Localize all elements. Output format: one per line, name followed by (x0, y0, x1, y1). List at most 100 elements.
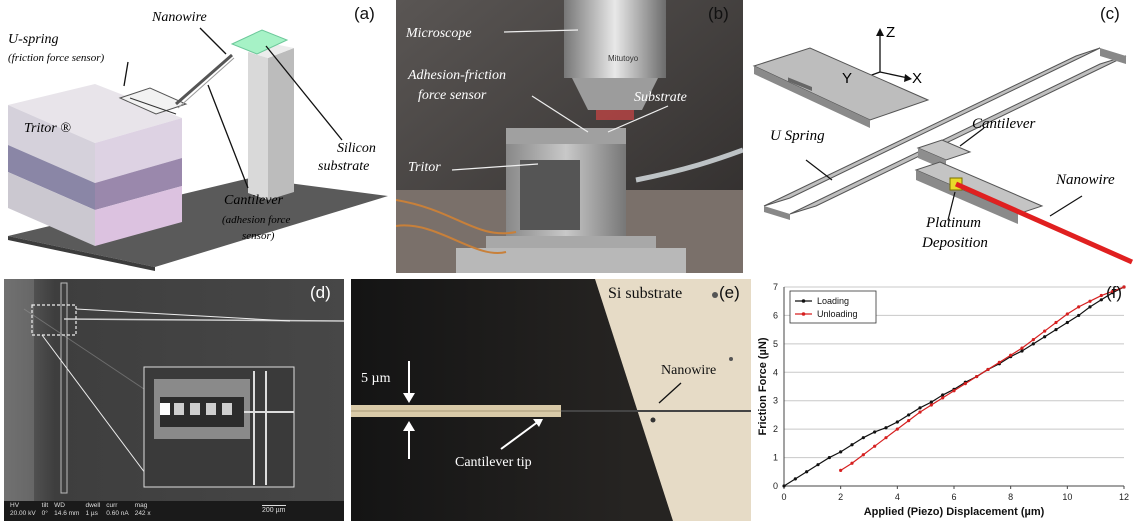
microscope-label: Microscope (406, 26, 472, 41)
point-unloading-18 (1043, 329, 1047, 333)
x-tick-label-2: 4 (895, 492, 900, 502)
sem-footer-text: HV 20.00 kV tilt 0° WD 14.6 mm dwell 1 µs cu… (10, 502, 270, 518)
nanowire-label-a: Nanowire (152, 10, 207, 25)
point-loading-12 (918, 406, 922, 410)
point-unloading-25 (1122, 285, 1126, 289)
panel-f: 0 1 2 3 4 5 6 7 0 2 4 6 8 10 12 Applied (Piezo) Displac… (756, 279, 1137, 521)
panel-d: (d) HV 20.00 kV tilt 0° WD 14.6 mm dwell 1 µ… (4, 279, 344, 521)
point-loading-4 (827, 455, 831, 460)
point-loading-26 (1077, 313, 1081, 318)
tritor-side-1 (95, 118, 182, 183)
sem-footer (4, 501, 344, 521)
point-unloading-2 (861, 453, 865, 457)
nanowire-red (954, 181, 1134, 265)
legend-label-unloading: Unloading (817, 309, 858, 319)
point-loading-24 (1054, 328, 1058, 332)
nanowire-label-e: Nanowire (661, 363, 717, 378)
point-loading-5 (839, 450, 843, 454)
panel-d-label: (d) (310, 283, 331, 302)
y-tick-label-7: 7 (773, 282, 778, 292)
point-unloading-16 (1020, 346, 1024, 350)
point-loading-11 (907, 413, 911, 417)
point-loading-25 (1065, 320, 1069, 325)
y-tick-label-6: 6 (773, 310, 778, 320)
y-tick-label-1: 1 (773, 453, 778, 463)
panel-a-illustration (8, 27, 388, 271)
cantilever-sublabel-1: (adhesion force (222, 214, 291, 226)
tritor-side-2 (95, 158, 182, 210)
point-loading-23 (1043, 335, 1047, 339)
point-unloading-17 (1031, 337, 1035, 342)
point-loading-0 (782, 484, 786, 488)
point-unloading-3 (873, 444, 877, 448)
point-unloading-22 (1088, 299, 1092, 303)
legend-box (789, 290, 877, 324)
x-tick-label-1: 2 (838, 492, 843, 502)
cantilever-arm (175, 53, 233, 106)
point-loading-27 (1088, 305, 1092, 309)
point-unloading-19 (1054, 320, 1058, 325)
y-tick-label-0: 0 (773, 481, 778, 491)
y-tick-label-3: 3 (773, 396, 778, 406)
panel-a-label: (a) (354, 4, 375, 23)
panel-b-label: (b) (708, 4, 729, 23)
panel-a: (a) Nanowire U-spring (friction force se… (0, 0, 388, 273)
tritor-front-1 (8, 105, 95, 183)
point-unloading-1 (850, 461, 854, 465)
point-loading-6 (850, 443, 854, 447)
substrate-label-b: Substrate (634, 90, 687, 105)
panel-c: (c) Z Y X U Spring Cantilever Nanowire P… (750, 0, 1137, 273)
point-loading-14 (941, 393, 945, 397)
cantilever-label-c: Cantilever (972, 116, 1036, 132)
footer-col-tilt: tilt 0° (41, 502, 49, 517)
point-unloading-15 (1009, 353, 1013, 357)
footer-col-wd: WD 14.6 mm (54, 502, 80, 517)
platinum-label: Platinum (926, 215, 981, 231)
axis-z: Z (886, 24, 896, 41)
five-um-label: 5 µm (361, 371, 391, 386)
axis-x: X (912, 70, 923, 87)
point-unloading-24 (1111, 289, 1115, 293)
point-unloading-8 (929, 403, 933, 407)
cantilever-tip-label: Cantilever tip (455, 455, 532, 470)
tritor-front-2 (8, 145, 95, 210)
base-plate (8, 178, 388, 267)
tritor-top (8, 84, 182, 143)
point-unloading-11 (963, 382, 967, 386)
cantilever-sublabel-2: sensor) (242, 230, 275, 242)
footer-col-dwell: dwell 1 µs (85, 502, 101, 517)
y-tick-label-5: 5 (773, 339, 778, 349)
panel-f-label: (f) (1106, 283, 1123, 302)
u-spring-label-c: U Spring (770, 128, 825, 144)
point-unloading-13 (986, 367, 990, 372)
y-axis-label: Friction Force (µN) (757, 337, 769, 435)
point-loading-3 (816, 463, 820, 467)
x-tick-label-6: 12 (1119, 492, 1129, 502)
sem-scale-bar: 200 µm (262, 505, 286, 514)
point-loading-28 (1099, 298, 1103, 302)
sensor-label-2: force sensor (418, 88, 487, 103)
panel-b: (b) Mitutoyo Microscope Adhesion-frictio… (396, 0, 743, 273)
point-loading-2 (805, 470, 809, 474)
u-spring-sublabel: (friction force sensor) (8, 52, 105, 64)
point-loading-9 (884, 426, 888, 430)
point-loading-8 (873, 430, 877, 434)
silicon-substrate-green (230, 29, 289, 55)
point-loading-21 (1020, 349, 1024, 353)
deposition-label: Deposition (922, 235, 988, 251)
point-loading-10 (895, 420, 899, 424)
tritor-label-a: Tritor ® (24, 121, 71, 136)
x-tick-label-4: 8 (1008, 492, 1013, 502)
substrate-label-a: substrate (318, 159, 370, 174)
point-loading-13 (929, 400, 933, 404)
footer-col-curr: curr 0.60 nA (106, 502, 129, 517)
panel-c-illustration (752, 28, 1134, 265)
cantilever-block (916, 139, 972, 161)
point-unloading-23 (1099, 293, 1103, 298)
x-tick-label-3: 6 (951, 492, 956, 502)
holder-block (914, 161, 1044, 215)
point-unloading-0 (839, 468, 843, 472)
panel-e: (e) Si substrate 5 µm Nanowire Cantileve… (351, 279, 751, 521)
panel-e-label: (e) (719, 283, 740, 302)
